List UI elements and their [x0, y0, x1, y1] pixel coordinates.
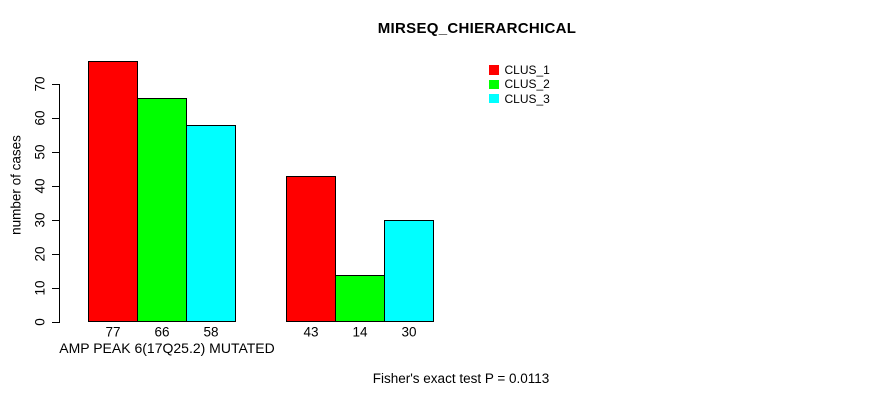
bar-clus_1-group2 [286, 176, 336, 323]
y-tick-label: 30 [32, 212, 48, 228]
y-tick [52, 219, 59, 221]
bar-value-label: 14 [352, 323, 368, 339]
y-tick-label: 10 [32, 280, 48, 296]
y-tick-label: 60 [32, 110, 48, 126]
y-tick [52, 185, 59, 187]
y-tick-label: 20 [32, 246, 48, 262]
legend-swatch-clus_3 [489, 93, 499, 104]
y-tick-label: 0 [32, 318, 48, 327]
bar-clus_2-group2 [335, 274, 385, 323]
y-tick [52, 253, 59, 255]
legend-item-clus_3: CLUS_3 [489, 92, 550, 106]
bar-value-label: 30 [401, 323, 417, 339]
fisher-test-annotation: Fisher's exact test P = 0.0113 [372, 371, 550, 386]
bar-value-label: 77 [105, 323, 121, 339]
bar-clus_3-group1 [186, 125, 236, 323]
legend-label: CLUS_3 [504, 91, 550, 106]
legend-label: CLUS_2 [504, 77, 550, 92]
legend-item-clus_1: CLUS_1 [489, 63, 550, 77]
y-tick [52, 321, 59, 323]
y-tick-label: 40 [32, 178, 48, 194]
y-axis-line [59, 84, 61, 324]
legend-label: CLUS_1 [504, 63, 550, 77]
legend-item-clus_2: CLUS_2 [489, 77, 550, 91]
x-axis-label: AMP PEAK 6(17Q25.2) MUTATED [59, 340, 275, 356]
y-tick-label: 50 [32, 144, 48, 160]
bar-clus_3-group2 [384, 220, 434, 323]
bar-value-label: 66 [154, 323, 170, 339]
bar-clus_2-group1 [137, 98, 187, 323]
y-axis-label: number of cases [8, 135, 24, 235]
y-tick [52, 83, 59, 85]
bar-value-label: 43 [303, 323, 319, 339]
bar-value-label: 58 [203, 323, 219, 339]
y-tick [52, 117, 59, 119]
legend-swatch-clus_2 [489, 79, 499, 90]
legend-swatch-clus_1 [489, 65, 499, 75]
y-tick [52, 287, 59, 289]
chart-title: MIRSEQ_CHIERARCHICAL [377, 20, 577, 37]
y-tick-label: 70 [32, 76, 48, 92]
y-tick [52, 151, 59, 153]
bar-clus_1-group1 [88, 60, 138, 323]
